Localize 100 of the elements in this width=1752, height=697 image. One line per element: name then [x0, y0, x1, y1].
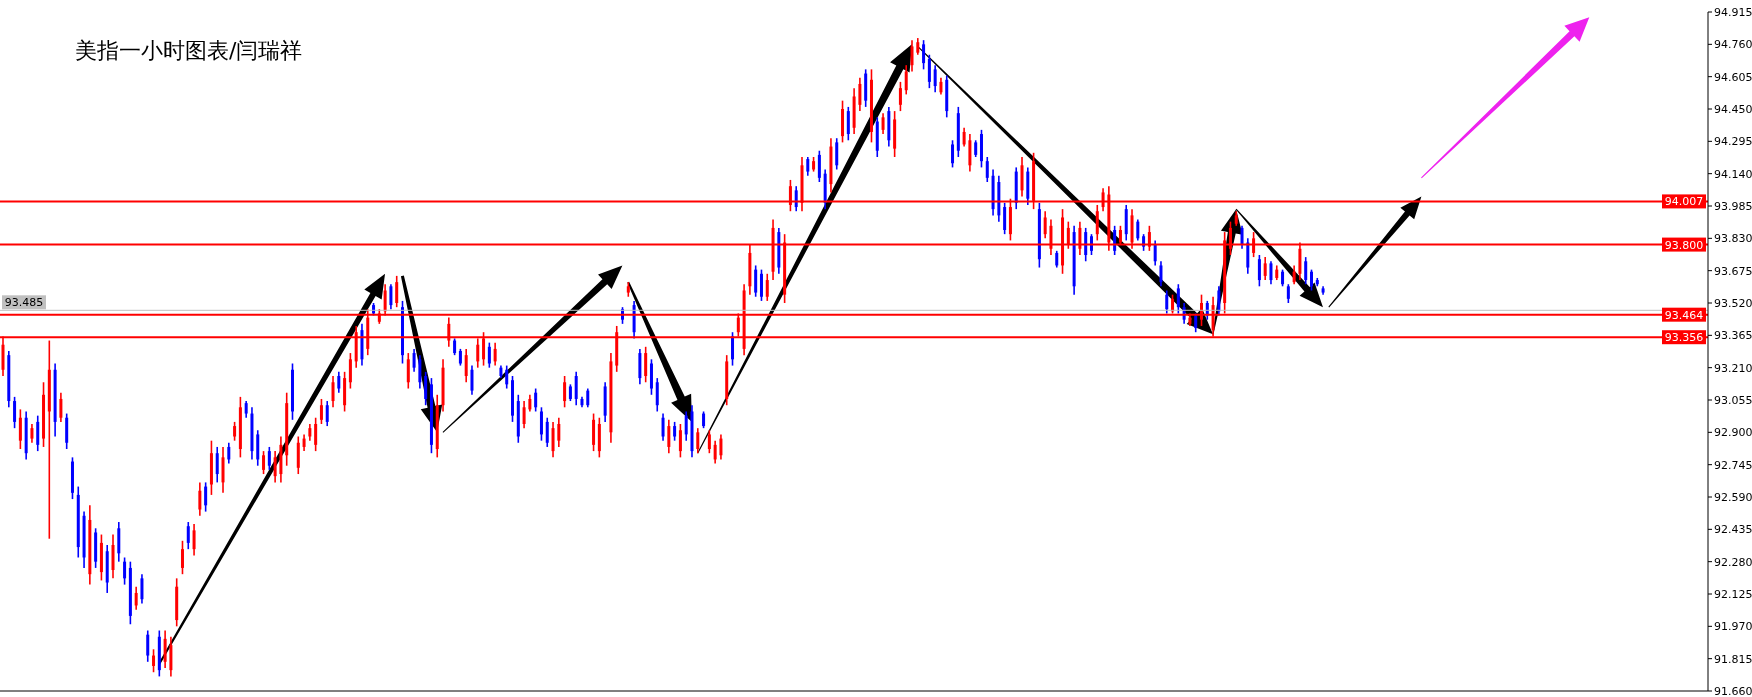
candlestick	[348, 352, 352, 390]
candlestick	[719, 433, 723, 461]
y-tick-label: 93.520	[1714, 296, 1752, 310]
ref-line-label: 94.007	[1664, 195, 1704, 209]
candlestick	[1217, 285, 1221, 317]
candlestick	[1113, 225, 1117, 256]
candlestick	[846, 106, 850, 142]
y-tick-label: 92.280	[1714, 555, 1752, 569]
candlestick	[922, 39, 926, 71]
candlestick	[655, 377, 659, 413]
candlestick	[644, 346, 648, 384]
candlestick	[314, 416, 318, 452]
candlestick	[713, 439, 717, 465]
candlestick	[337, 371, 341, 394]
ref-line-label: 93.800	[1664, 238, 1704, 252]
candlestick	[267, 446, 271, 471]
ref-line-label: 93.485	[4, 296, 44, 310]
candlestick	[1136, 218, 1140, 242]
candlestick	[563, 375, 567, 409]
y-tick-label: 93.055	[1714, 393, 1752, 407]
y-tick-label: 94.605	[1714, 70, 1752, 84]
candlestick	[1263, 256, 1267, 281]
candlestick	[545, 416, 549, 448]
candlestick	[325, 400, 329, 427]
candlestick	[835, 137, 839, 171]
y-tick-label: 93.210	[1714, 361, 1752, 375]
candlestick	[233, 421, 237, 442]
candlestick	[794, 185, 798, 213]
candlestick	[70, 456, 74, 500]
candlestick	[487, 341, 491, 369]
candlestick	[493, 341, 497, 367]
candlestick	[1304, 256, 1308, 286]
candlestick	[1269, 260, 1273, 286]
candlestick	[418, 354, 422, 390]
candlestick	[869, 68, 873, 144]
candlestick	[586, 387, 590, 409]
candlestick	[140, 573, 144, 605]
y-tick-label: 92.745	[1714, 458, 1752, 472]
y-tick-label: 93.830	[1714, 232, 1752, 246]
candlestick	[134, 585, 138, 611]
candlestick	[927, 53, 931, 89]
candlestick	[858, 76, 862, 112]
candlestick	[331, 375, 335, 409]
candlestick	[152, 648, 156, 674]
candlestick	[395, 275, 399, 308]
candlestick	[406, 352, 410, 390]
y-tick-label: 92.900	[1714, 426, 1752, 440]
y-tick-label: 91.815	[1714, 652, 1752, 666]
candlestick	[684, 410, 688, 442]
candlestick	[667, 419, 671, 454]
candlestick	[881, 112, 885, 135]
candlestick	[557, 416, 561, 448]
candlestick	[661, 412, 665, 442]
candlestick	[673, 421, 677, 442]
candlestick	[574, 371, 578, 407]
candlestick	[1153, 239, 1157, 267]
candlestick	[1257, 254, 1261, 288]
y-tick-label: 92.590	[1714, 490, 1752, 504]
candlestick	[464, 348, 468, 384]
candlestick	[904, 64, 908, 96]
candlestick	[707, 429, 711, 454]
candlestick	[696, 427, 700, 454]
candlestick	[186, 521, 190, 550]
candlestick	[1194, 312, 1198, 333]
candlestick	[424, 371, 428, 407]
candlestick	[180, 540, 184, 575]
candlestick	[146, 629, 150, 663]
candlestick	[522, 400, 526, 429]
ref-line-label: 93.464	[1664, 308, 1704, 322]
candlestick	[511, 375, 515, 423]
candlestick	[163, 629, 167, 669]
candlestick	[389, 283, 393, 311]
candlestick	[539, 406, 543, 442]
y-tick-label: 93.365	[1714, 329, 1752, 343]
candlestick	[898, 81, 902, 112]
candlestick	[765, 273, 769, 302]
candlestick	[204, 481, 208, 513]
candlestick	[273, 450, 277, 484]
candlestick	[18, 408, 22, 450]
candlestick	[678, 423, 682, 459]
candlestick	[36, 414, 40, 452]
candlestick	[1003, 202, 1007, 235]
candlestick	[951, 139, 955, 169]
ref-line-label: 93.356	[1664, 331, 1704, 345]
candlestick	[1084, 227, 1088, 263]
y-tick-label: 91.970	[1714, 620, 1752, 634]
y-tick-label: 93.675	[1714, 264, 1752, 278]
candlestick	[910, 39, 914, 73]
candlestick	[1286, 283, 1290, 304]
candlestick	[1240, 225, 1244, 250]
candlestick	[59, 391, 63, 423]
candlestick	[979, 129, 983, 169]
candlestick	[30, 423, 34, 444]
candlestick	[227, 441, 231, 465]
candlestick	[731, 331, 735, 367]
candlestick	[1095, 204, 1099, 242]
candlestick	[319, 398, 323, 425]
y-tick-label: 94.450	[1714, 102, 1752, 116]
y-tick-label: 92.125	[1714, 587, 1752, 601]
y-tick-label: 94.760	[1714, 38, 1752, 52]
